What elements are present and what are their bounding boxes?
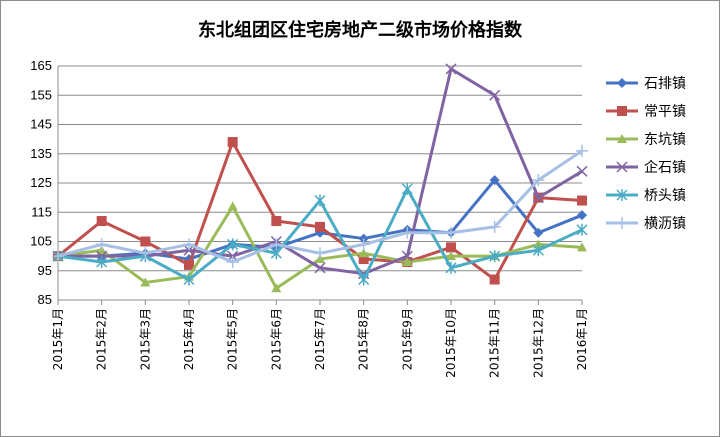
data-point <box>446 251 456 261</box>
data-point <box>226 255 239 268</box>
data-point <box>184 259 194 270</box>
data-point <box>576 144 588 157</box>
data-point <box>489 89 501 101</box>
data-point <box>576 223 588 236</box>
y-tick-label: 165 <box>30 58 52 73</box>
data-point <box>445 63 457 75</box>
legend-marker <box>616 189 628 201</box>
data-point <box>140 236 151 247</box>
y-tick-label: 115 <box>31 204 52 219</box>
series-line-4 <box>58 67 583 276</box>
data-point <box>489 250 501 263</box>
data-point <box>401 182 413 195</box>
data-point <box>532 244 544 257</box>
data-point <box>96 216 107 227</box>
y-tick-label: 135 <box>30 146 52 161</box>
data-point <box>315 221 325 232</box>
legend-label: 东坑镇 <box>644 132 686 148</box>
x-tick-label: 2016年1月 <box>575 308 589 370</box>
x-tick-label: 2015年11月 <box>488 308 502 378</box>
data-point <box>314 247 326 260</box>
data-point <box>577 210 587 221</box>
data-point <box>402 256 413 266</box>
x-tick-label: 2015年10月 <box>444 308 458 378</box>
data-point <box>533 239 544 249</box>
data-point <box>577 242 587 252</box>
legend-marker <box>616 161 628 173</box>
legend-marker <box>617 134 627 143</box>
data-point <box>489 175 500 186</box>
data-point <box>183 238 195 251</box>
data-point <box>96 255 108 268</box>
data-point <box>446 242 456 253</box>
data-point <box>577 195 587 206</box>
data-point <box>52 250 64 263</box>
x-tick-label: 2015年7月 <box>313 308 327 370</box>
y-tick-label: 125 <box>30 175 52 190</box>
data-point <box>533 227 544 238</box>
data-point <box>271 216 282 227</box>
y-tick-label: 95 <box>38 263 52 278</box>
legend-label: 企石镇 <box>644 159 686 176</box>
data-point <box>271 283 282 293</box>
x-tick-label: 2015年8月 <box>357 308 371 370</box>
x-tick-label: 2015年12月 <box>531 308 545 378</box>
x-tick-label: 2015年6月 <box>269 308 283 370</box>
data-point <box>445 226 457 239</box>
data-point <box>489 274 500 285</box>
data-point <box>532 174 545 187</box>
legend-marker <box>617 106 627 116</box>
data-point <box>314 262 326 274</box>
data-point <box>227 137 238 148</box>
data-point <box>358 248 369 258</box>
x-tick-label: 2015年1月 <box>51 308 65 370</box>
x-tick-label: 2015年4月 <box>182 308 196 370</box>
x-tick-label: 2015年2月 <box>95 308 109 370</box>
data-point <box>358 254 369 265</box>
chart-title: 东北组团区住宅房地产二级市场价格指数 <box>198 20 522 41</box>
data-point <box>139 247 152 260</box>
legend-label: 石排镇 <box>644 76 686 92</box>
y-tick-label: 105 <box>30 234 52 249</box>
data-point <box>401 226 414 239</box>
y-tick-label: 85 <box>38 292 52 307</box>
data-point <box>227 238 239 251</box>
legend-marker <box>617 78 627 88</box>
data-point <box>270 238 283 251</box>
data-point <box>532 192 544 204</box>
data-point <box>357 238 370 251</box>
x-tick-label: 2015年5月 <box>226 308 240 370</box>
data-point <box>401 250 413 262</box>
legend-marker <box>616 217 628 229</box>
legend-label: 常平镇 <box>644 104 686 120</box>
data-point <box>95 238 108 251</box>
data-point <box>576 165 588 177</box>
data-point <box>358 273 370 286</box>
x-tick-label: 2015年9月 <box>400 308 414 370</box>
data-point <box>445 261 457 274</box>
data-point <box>183 273 195 286</box>
y-tick-label: 155 <box>30 87 52 102</box>
data-point <box>140 277 151 287</box>
legend-label: 横沥镇 <box>644 216 686 232</box>
data-point <box>314 194 326 207</box>
data-point <box>488 220 501 233</box>
legend-label: 桥头镇 <box>644 188 686 204</box>
x-tick-label: 2015年3月 <box>138 308 152 370</box>
y-tick-label: 145 <box>30 117 52 132</box>
data-point <box>227 201 238 211</box>
